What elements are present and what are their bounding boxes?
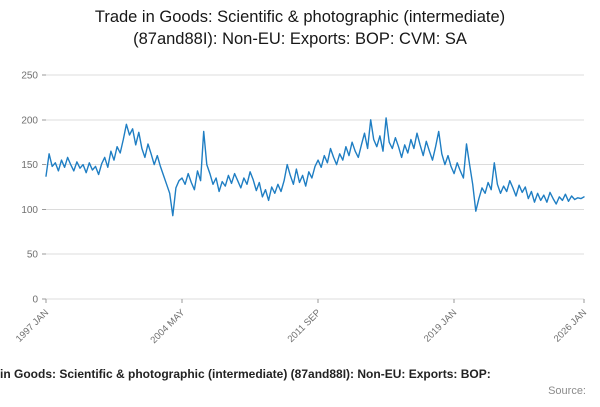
line-chart: 0 50 100 150 200 250 1997 JAN 2004 MAY 2011 SEP 2… xyxy=(14,71,589,346)
source-label: Source: xyxy=(548,385,586,397)
y-axis-tick-label: 50 xyxy=(27,250,39,261)
y-axis-tick-label: 200 xyxy=(21,115,38,126)
chart-title-line-2: (87and88I): Non-EU: Exports: BOP: CVM: S… xyxy=(133,29,467,48)
data-series-line xyxy=(45,117,585,217)
x-axis-tick-label: 1997 JAN xyxy=(14,307,51,344)
y-axis-tick-label: 100 xyxy=(21,205,38,216)
chart-title-line-1: Trade in Goods: Scientific & photographi… xyxy=(94,8,506,26)
y-axis-tick-label: 250 xyxy=(21,71,38,82)
x-axis-tick-label: 2026 JAN xyxy=(552,307,589,344)
x-axis-tick-label: 2011 SEP xyxy=(286,307,324,345)
chart-title: Trade in Goods: Scientific & photographi… xyxy=(17,7,583,51)
x-axis-tick-label: 2004 MAY xyxy=(149,307,188,346)
chart-area: 0 50 100 150 200 250 1997 JAN 2004 MAY 2011 SEP 2… xyxy=(0,61,600,357)
x-axis-tick-label: 2019 JAN xyxy=(422,307,459,344)
footer-caption: in Goods: Scientific & photographic (int… xyxy=(0,367,491,381)
y-axis-tick-label: 150 xyxy=(21,160,38,171)
y-axis-tick-label: 0 xyxy=(32,295,38,306)
